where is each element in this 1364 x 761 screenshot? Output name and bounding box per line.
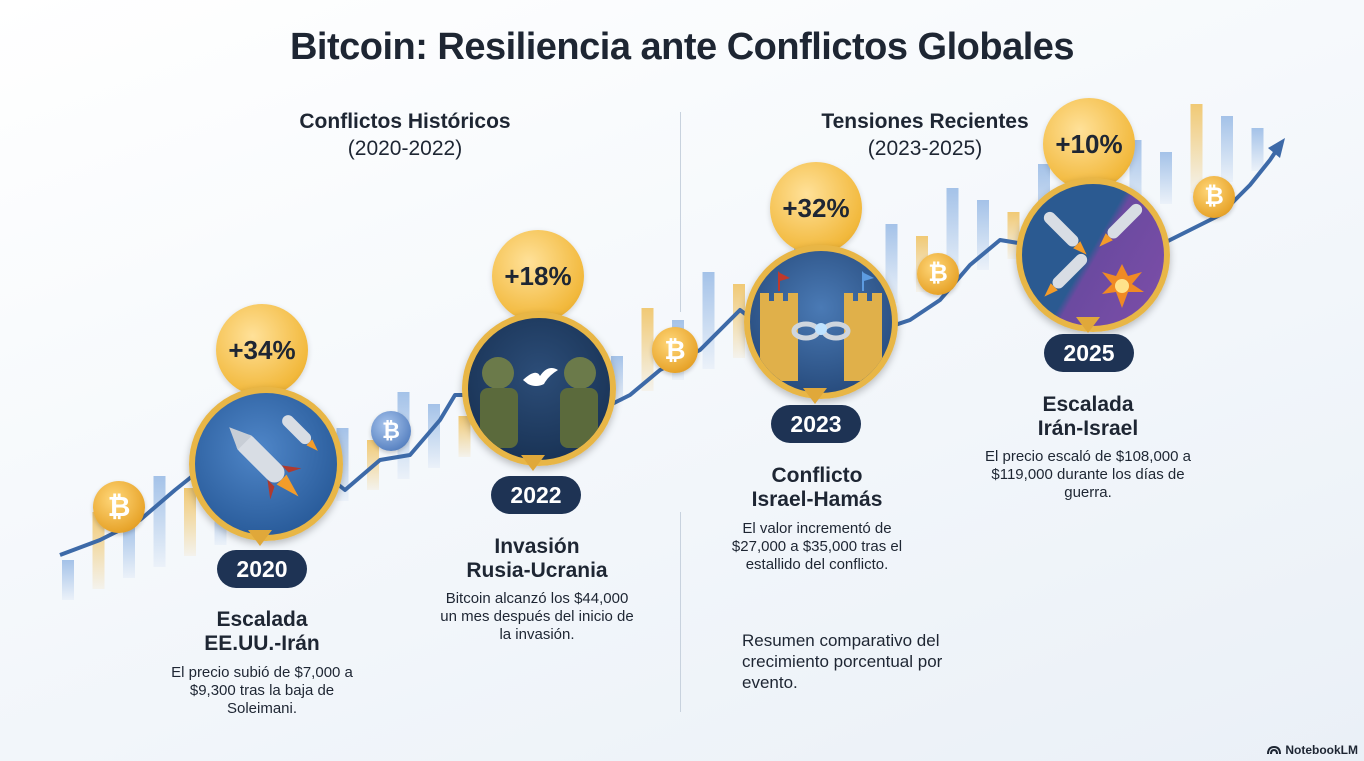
percent-badge-2022: +18%: [492, 230, 584, 322]
event-title-line1: Escalada: [216, 608, 308, 631]
background-bar: [153, 476, 166, 567]
bitcoin-coin-icon: ₿: [1193, 176, 1235, 218]
bitcoin-coin-icon: ₿: [371, 411, 411, 451]
page-title: Bitcoin: Resiliencia ante Conflictos Glo…: [289, 26, 1075, 68]
event-title-line2: Rusia-Ucrania: [466, 559, 608, 582]
event-title-line2: EE.UU.-Irán: [204, 632, 320, 655]
event-title-2025: Escalada Irán-Israel: [988, 393, 1188, 441]
year-badge-2020: 2020: [217, 550, 307, 588]
soldiers-dove-icon: [462, 312, 616, 466]
event-title-line2: Irán-Israel: [1037, 417, 1139, 440]
year-badge-2022: 2022: [491, 476, 581, 514]
event-description-2023: El valor incrementó de $27,000 a $35,000…: [731, 520, 903, 573]
year-badge-2025: 2025: [1044, 334, 1134, 372]
bitcoin-coin-icon: ₿: [93, 481, 145, 533]
background-bar: [1221, 116, 1233, 182]
bitcoin-coin-icon: ₿: [652, 327, 698, 373]
section-heading-historic: Conflictos Históricos: [299, 110, 511, 133]
section-range-recent: (2023-2025): [867, 137, 983, 160]
section-divider-bottom: [680, 512, 681, 712]
background-bar: [885, 224, 898, 303]
background-bar: [1251, 128, 1264, 171]
event-description-2025: El precio escaló de $108,000 a $119,000 …: [985, 448, 1191, 501]
rocket-icon: [189, 387, 343, 541]
percent-badge-2025: +10%: [1043, 98, 1135, 190]
event-description-2020: El precio subió de $7,000 a $9,300 tras …: [171, 664, 353, 717]
broken-chain-castles-icon: [744, 245, 898, 399]
background-bar: [62, 560, 74, 600]
brand-logo: NotebookLM: [1267, 743, 1358, 757]
section-divider-top: [680, 112, 681, 312]
event-title-2022: Invasión Rusia-Ucrania: [427, 535, 647, 583]
event-title-line2: Israel-Hamás: [751, 488, 883, 511]
event-description-2022: Bitcoin alcanzó los $44,000 un mes despu…: [440, 590, 634, 643]
event-title-line1: Conflicto: [771, 464, 863, 487]
pin-pointer: [521, 455, 545, 471]
brand-name: NotebookLM: [1285, 743, 1358, 757]
section-range-historic: (2020-2022): [347, 137, 463, 160]
background-bar: [428, 404, 440, 468]
background-bar: [92, 512, 105, 589]
bitcoin-coin-icon: ₿: [917, 253, 959, 295]
background-bar: [733, 284, 745, 358]
background-bar: [184, 488, 196, 556]
background-bar: [702, 272, 715, 369]
percent-badge-2023: +32%: [770, 162, 862, 254]
pin-pointer: [1076, 317, 1100, 333]
year-badge-2023: 2023: [771, 405, 861, 443]
event-title-2023: Conflicto Israel-Hamás: [707, 464, 927, 512]
pin-pointer: [248, 530, 272, 546]
percent-badge-2020: +34%: [216, 304, 308, 396]
notebooklm-logo-icon: [1267, 745, 1282, 755]
pin-pointer: [803, 388, 827, 404]
summary-text: Resumen comparativo del crecimiento porc…: [742, 631, 943, 692]
missiles-explosion-icon: [1016, 178, 1170, 332]
background-bar: [1160, 152, 1172, 204]
background-bar: [641, 308, 654, 391]
background-bar: [123, 524, 135, 578]
event-title-2020: Escalada EE.UU.-Irán: [162, 608, 362, 656]
background-bar: [458, 416, 471, 457]
background-bar: [1190, 104, 1203, 193]
event-title-line1: Escalada: [1042, 393, 1134, 416]
section-heading-recent: Tensiones Recientes: [821, 110, 1029, 133]
event-title-line1: Invasión: [494, 535, 580, 558]
